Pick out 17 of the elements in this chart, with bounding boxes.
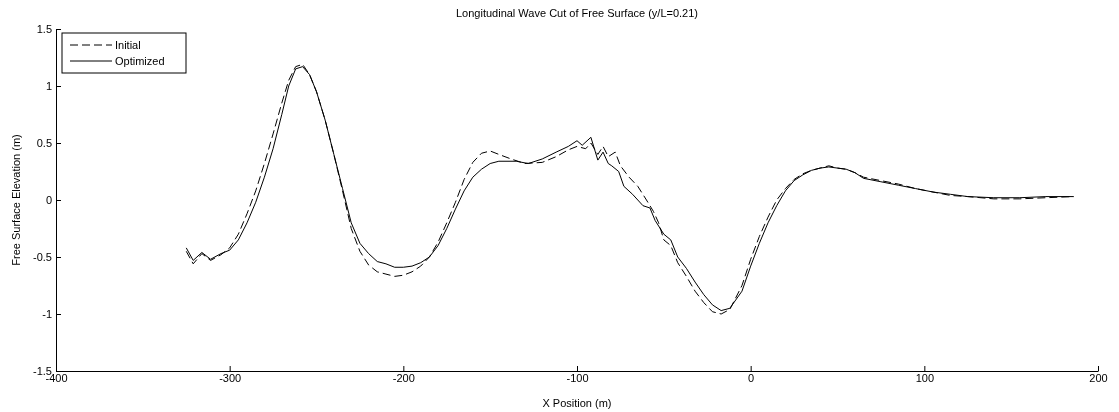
legend-label: Optimized <box>115 55 165 67</box>
y-tick-label: 0.5 <box>36 137 52 150</box>
x-tick-label: 200 <box>1089 371 1108 384</box>
y-tick-label: -1 <box>42 308 52 321</box>
y-axis-title: Free Surface Elevation (m) <box>10 134 22 266</box>
x-tick-label: -100 <box>566 371 589 384</box>
chart-title: Longitudinal Wave Cut of Free Surface (y/L=0.21) <box>455 7 699 19</box>
x-axis-title: X Position (m) <box>542 397 612 409</box>
y-tick-label: 1 <box>45 80 52 93</box>
legend-label: Initial <box>115 39 141 51</box>
x-tick-label: 0 <box>748 371 755 384</box>
y-tick-label: 0 <box>45 194 52 207</box>
y-tick-label: -0.5 <box>33 251 52 264</box>
y-tick-label: 1.5 <box>36 23 52 36</box>
x-tick-label: 100 <box>915 371 935 384</box>
x-tick-label: -200 <box>392 371 415 384</box>
x-tick-label: -300 <box>219 371 242 384</box>
